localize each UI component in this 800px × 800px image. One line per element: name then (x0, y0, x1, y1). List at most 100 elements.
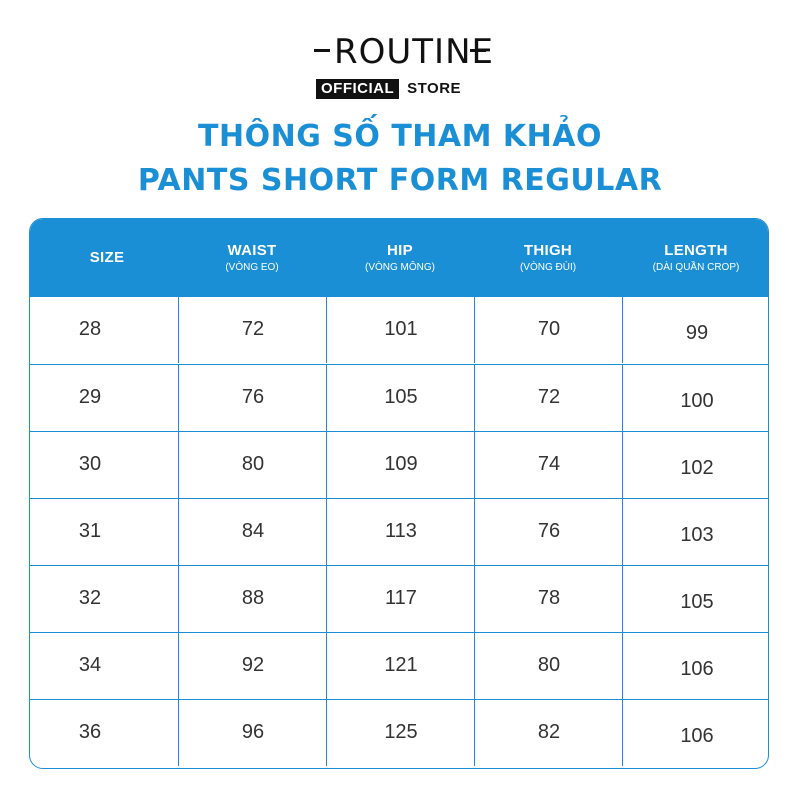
cell-value: 76 (537, 520, 561, 542)
cell-value: 72 (537, 386, 561, 408)
header-label: LENGTH (664, 242, 728, 259)
cell-waist: 76 (178, 365, 326, 431)
cell-value: 105 (384, 386, 418, 408)
header-size: SIZE (30, 219, 178, 297)
page-title: THÔNG SỐ THAM KHẢO (198, 119, 602, 154)
cell-hip: 105 (326, 365, 474, 431)
cell-size: 32 (30, 566, 178, 632)
cell-value: 70 (537, 318, 561, 340)
cell-size: 36 (30, 700, 178, 766)
table-header: SIZE WAIST (VÒNG EO) HIP (VÒNG MÔNG) THI… (30, 219, 768, 297)
cell-value: 100 (680, 390, 714, 412)
cell-value: 80 (241, 453, 265, 475)
header-length: LENGTH (DÀI QUẦN CROP) (622, 219, 768, 297)
cell-size: 28 (30, 297, 178, 363)
logo-rule-right (470, 49, 486, 52)
header-label: HIP (387, 242, 413, 259)
table-row: 36 96 125 82 106 (30, 699, 768, 766)
cell-value: 92 (241, 654, 265, 676)
cell-thigh: 74 (474, 432, 622, 498)
cell-thigh: 72 (474, 365, 622, 431)
cell-value: 32 (78, 587, 102, 609)
cell-thigh: 78 (474, 566, 622, 632)
cell-value: 109 (384, 453, 418, 475)
cell-size: 31 (30, 499, 178, 565)
header-thigh: THIGH (VÒNG ĐÙI) (474, 219, 622, 297)
cell-waist: 88 (178, 566, 326, 632)
brand-logo: ROUTINE OFFICIAL STORE (0, 28, 800, 100)
cell-hip: 113 (326, 499, 474, 565)
page-subtitle: PANTS SHORT FORM REGULAR (137, 163, 663, 198)
cell-waist: 96 (178, 700, 326, 766)
header-label: WAIST (227, 242, 277, 259)
header-sublabel: (DÀI QUẦN CROP) (652, 262, 740, 273)
cell-waist: 80 (178, 432, 326, 498)
cell-value: 106 (680, 658, 714, 680)
cell-length: 103 (622, 499, 768, 565)
cell-value: 30 (78, 453, 102, 475)
table-row: 29 76 105 72 100 (30, 364, 768, 431)
cell-thigh: 76 (474, 499, 622, 565)
cell-length: 106 (622, 700, 768, 766)
cell-size: 34 (30, 633, 178, 699)
cell-value: 113 (385, 520, 417, 542)
cell-value: 74 (537, 453, 561, 475)
cell-size: 30 (30, 432, 178, 498)
cell-waist: 92 (178, 633, 326, 699)
cell-value: 84 (241, 520, 265, 542)
cell-value: 29 (78, 386, 102, 408)
cell-hip: 101 (326, 297, 474, 363)
cell-value: 36 (78, 721, 102, 743)
cell-length: 100 (622, 365, 768, 431)
cell-value: 28 (78, 318, 102, 340)
cell-value: 88 (241, 587, 265, 609)
cell-length: 102 (622, 432, 768, 498)
cell-length: 99 (622, 297, 768, 363)
cell-thigh: 82 (474, 700, 622, 766)
cell-hip: 117 (326, 566, 474, 632)
header-sublabel: (VÒNG MÔNG) (365, 262, 435, 273)
cell-value: 102 (680, 457, 714, 479)
logo-official-badge: OFFICIAL (316, 79, 400, 99)
cell-value: 117 (385, 587, 417, 609)
cell-value: 103 (680, 524, 714, 546)
header-sublabel: (VÒNG EO) (225, 262, 279, 273)
cell-value: 76 (241, 386, 265, 408)
logo-wordmark-text: ROUTINE (334, 32, 494, 72)
cell-hip: 121 (326, 633, 474, 699)
cell-waist: 84 (178, 499, 326, 565)
header-hip: HIP (VÒNG MÔNG) (326, 219, 474, 297)
cell-value: 80 (537, 654, 561, 676)
cell-thigh: 70 (474, 297, 622, 363)
cell-value: 31 (78, 520, 102, 542)
table-row: 30 80 109 74 102 (30, 431, 768, 498)
table-row: 31 84 113 76 103 (30, 498, 768, 565)
cell-waist: 72 (178, 297, 326, 363)
cell-value: 106 (680, 725, 714, 747)
cell-value: 78 (537, 587, 561, 609)
header-sublabel: (VÒNG ĐÙI) (519, 262, 577, 273)
cell-thigh: 80 (474, 633, 622, 699)
cell-value: 101 (384, 318, 418, 340)
cell-value: 99 (685, 322, 709, 344)
cell-value: 121 (384, 654, 418, 676)
cell-value: 82 (537, 721, 561, 743)
cell-value: 34 (78, 654, 102, 676)
logo-rule-left (314, 49, 330, 52)
cell-value: 72 (241, 318, 265, 340)
size-table: SIZE WAIST (VÒNG EO) HIP (VÒNG MÔNG) THI… (29, 218, 769, 769)
header-label: SIZE (89, 249, 125, 266)
table-row: 32 88 117 78 105 (30, 565, 768, 632)
logo-wordmark: ROUTINE (320, 30, 494, 74)
header-label: THIGH (523, 242, 573, 259)
table-row: 28 72 101 70 99 (30, 297, 768, 364)
logo-subline: OFFICIAL STORE (316, 78, 461, 100)
cell-value: 125 (384, 721, 418, 743)
cell-length: 106 (622, 633, 768, 699)
table-row: 34 92 121 80 106 (30, 632, 768, 699)
cell-length: 105 (622, 566, 768, 632)
header-waist: WAIST (VÒNG EO) (178, 219, 326, 297)
cell-hip: 125 (326, 700, 474, 766)
cell-value: 105 (680, 591, 714, 613)
cell-value: 96 (241, 721, 265, 743)
